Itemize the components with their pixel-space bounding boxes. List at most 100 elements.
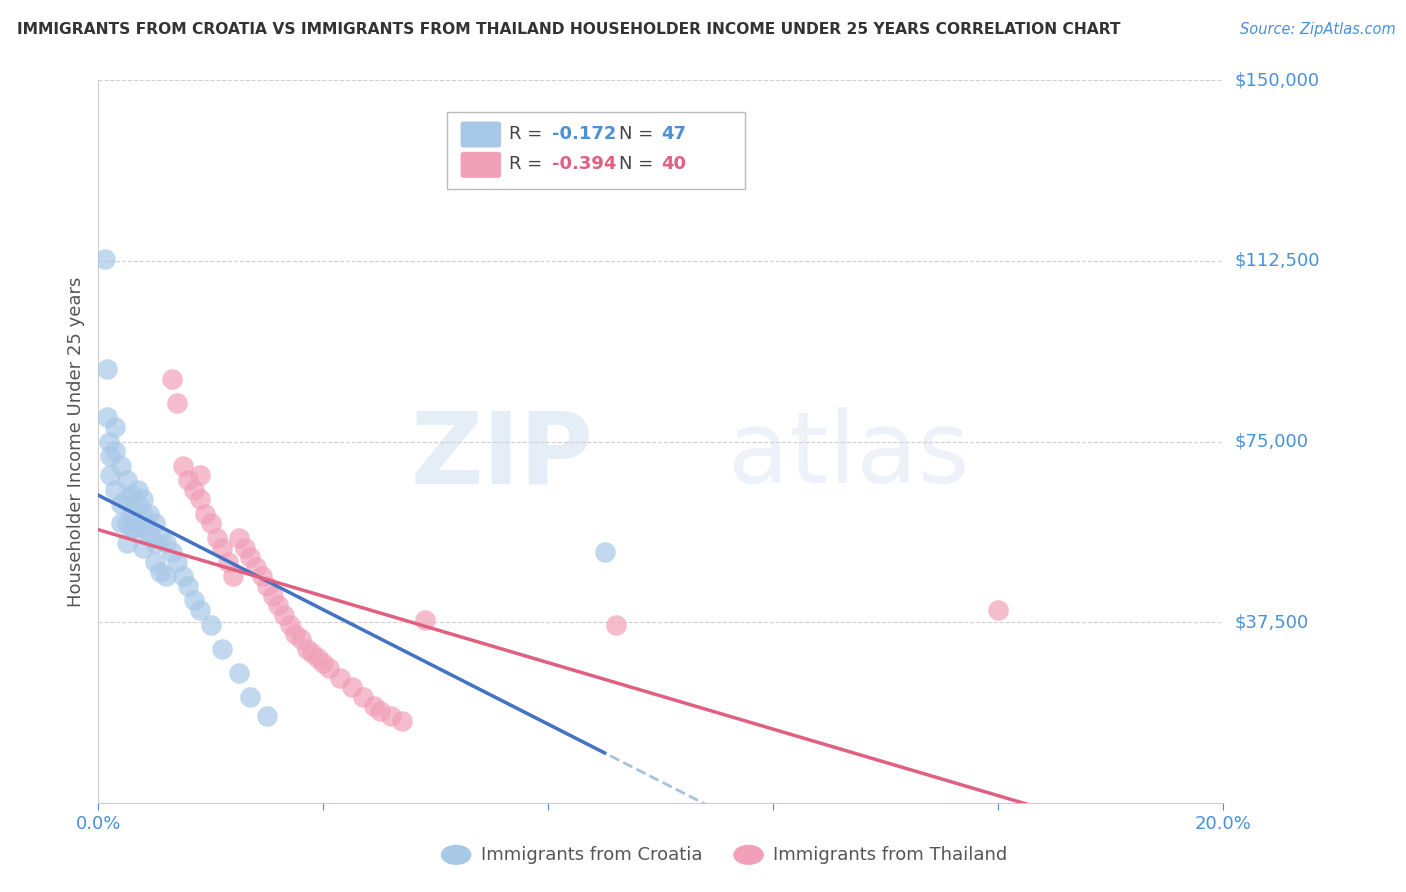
Point <box>121 521 143 535</box>
Point <box>115 535 138 549</box>
Point <box>413 613 436 627</box>
Point <box>368 704 391 718</box>
Text: N =: N = <box>619 125 659 143</box>
Point <box>160 545 183 559</box>
Point <box>987 603 1010 617</box>
Point <box>127 521 149 535</box>
Point <box>115 492 138 507</box>
FancyBboxPatch shape <box>447 112 745 189</box>
Text: atlas: atlas <box>728 408 970 505</box>
Point <box>200 617 222 632</box>
Point <box>200 516 222 531</box>
Point <box>245 559 267 574</box>
Text: Immigrants from Thailand: Immigrants from Thailand <box>773 846 1008 863</box>
Point <box>340 680 363 694</box>
Point <box>127 483 149 497</box>
FancyBboxPatch shape <box>461 152 501 178</box>
Point <box>149 531 172 545</box>
Point <box>391 714 413 728</box>
Point <box>110 497 132 511</box>
Point <box>110 516 132 531</box>
Point <box>256 579 278 593</box>
Point <box>228 665 250 680</box>
Point <box>188 603 211 617</box>
Point <box>183 483 205 497</box>
Text: 47: 47 <box>661 125 686 143</box>
Text: R =: R = <box>509 155 548 173</box>
Point <box>121 487 143 501</box>
Point <box>98 468 121 483</box>
Point <box>104 483 127 497</box>
Point <box>121 507 143 521</box>
Point <box>177 473 200 487</box>
Point <box>222 569 245 583</box>
Point <box>194 507 217 521</box>
Point <box>104 444 127 458</box>
Point <box>132 521 155 535</box>
Text: $37,500: $37,500 <box>1234 613 1309 632</box>
Text: N =: N = <box>619 155 659 173</box>
Point <box>110 458 132 473</box>
Point <box>115 473 138 487</box>
Text: 40: 40 <box>661 155 686 173</box>
Text: R =: R = <box>509 125 548 143</box>
Point <box>262 589 284 603</box>
Text: -0.172: -0.172 <box>551 125 616 143</box>
Point <box>127 497 149 511</box>
Point <box>256 709 278 723</box>
Point <box>295 641 318 656</box>
Text: $112,500: $112,500 <box>1234 252 1320 270</box>
Point <box>94 252 117 266</box>
Point <box>593 545 616 559</box>
Point <box>188 468 211 483</box>
Point <box>217 555 239 569</box>
Point <box>138 526 160 541</box>
FancyBboxPatch shape <box>461 121 501 147</box>
Point <box>143 555 166 569</box>
Point <box>143 516 166 531</box>
Point <box>307 651 329 665</box>
Point <box>97 434 120 449</box>
Text: IMMIGRANTS FROM CROATIA VS IMMIGRANTS FROM THAILAND HOUSEHOLDER INCOME UNDER 25 : IMMIGRANTS FROM CROATIA VS IMMIGRANTS FR… <box>17 22 1121 37</box>
Point <box>250 569 273 583</box>
Point <box>278 617 301 632</box>
Point <box>104 420 127 434</box>
Point <box>166 555 188 569</box>
Text: Source: ZipAtlas.com: Source: ZipAtlas.com <box>1240 22 1396 37</box>
Point <box>211 541 233 555</box>
Text: $150,000: $150,000 <box>1234 71 1319 89</box>
Point <box>273 607 295 622</box>
Point <box>96 362 118 376</box>
Point <box>132 541 155 555</box>
Point <box>605 617 627 632</box>
Point <box>155 535 177 549</box>
Text: $75,000: $75,000 <box>1234 433 1309 450</box>
Point <box>160 372 183 386</box>
Point <box>239 550 262 565</box>
Text: ZIP: ZIP <box>411 408 593 505</box>
Point <box>301 647 323 661</box>
Point <box>183 593 205 607</box>
Point <box>172 569 194 583</box>
Point <box>363 699 385 714</box>
Point <box>98 449 121 463</box>
Point <box>177 579 200 593</box>
Point <box>166 396 188 410</box>
Point <box>352 690 374 704</box>
Point <box>329 671 352 685</box>
Point <box>132 507 155 521</box>
Point <box>96 410 118 425</box>
Point <box>290 632 312 646</box>
Circle shape <box>734 846 763 864</box>
Point <box>132 492 155 507</box>
Point <box>143 535 166 549</box>
Point <box>149 565 172 579</box>
Point <box>239 690 262 704</box>
Circle shape <box>441 846 471 864</box>
Point <box>205 531 228 545</box>
Text: Immigrants from Croatia: Immigrants from Croatia <box>481 846 703 863</box>
Text: -0.394: -0.394 <box>551 155 616 173</box>
Point <box>267 599 290 613</box>
Point <box>318 661 340 675</box>
Point <box>155 569 177 583</box>
